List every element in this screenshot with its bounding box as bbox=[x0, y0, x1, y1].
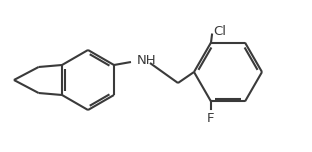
Text: F: F bbox=[207, 112, 215, 125]
Text: NH: NH bbox=[137, 55, 157, 67]
Text: Cl: Cl bbox=[213, 25, 226, 38]
